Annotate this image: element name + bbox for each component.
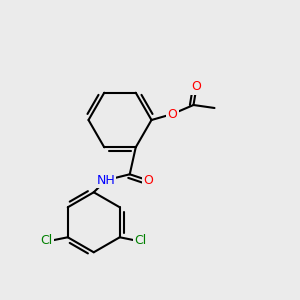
Text: Cl: Cl [40,234,53,247]
Text: O: O [168,107,177,121]
Text: O: O [143,174,153,187]
Text: O: O [192,80,201,94]
Text: Cl: Cl [135,234,147,247]
Text: NH: NH [96,174,115,187]
